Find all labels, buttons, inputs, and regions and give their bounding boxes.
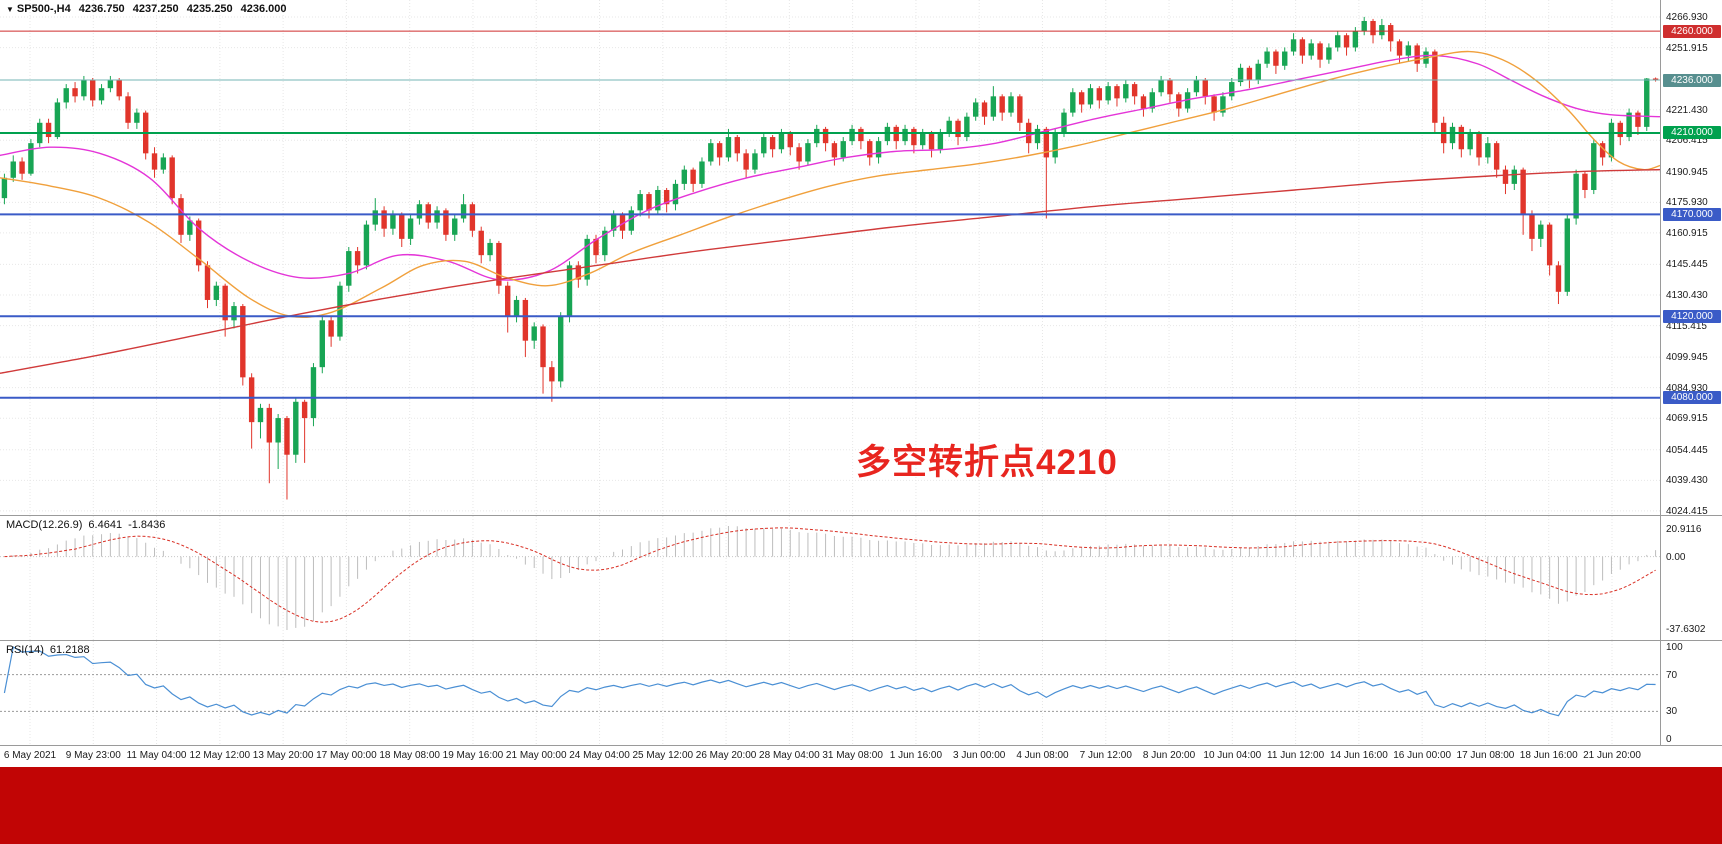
- time-axis-label: 13 May 20:00: [252, 750, 314, 761]
- rsi-header: RSI(14) 61.2188: [6, 644, 96, 656]
- time-axis-label: 31 May 08:00: [822, 750, 883, 761]
- macd-header: MACD(12.26.9) 6.4641 -1.8436: [6, 519, 171, 531]
- rsi-canvas[interactable]: [0, 641, 1660, 745]
- price-axis-label: 4039.430: [1666, 475, 1708, 487]
- ohlc-close: 4236.000: [240, 3, 287, 15]
- time-axis[interactable]: 6 May 2021 9 May 23:00 11 May 04:00 12 May …: [0, 745, 1722, 767]
- price-badge-4170.000: 4170.000: [1663, 207, 1721, 221]
- time-axis-label: 21 May 00:00: [505, 750, 567, 761]
- rsi-value: 61.2188: [49, 644, 90, 656]
- bottom-red-bar: [0, 767, 1722, 844]
- macd-axis-label: -37.6302: [1666, 624, 1706, 635]
- price-axis-label: 4069.915: [1666, 413, 1708, 425]
- price-axis-label: 4115.415: [1666, 320, 1707, 332]
- macd-axis[interactable]: 20.9116 0.00 -37.6302: [1660, 516, 1722, 640]
- macd-signal-value: -1.8436: [128, 519, 166, 531]
- price-axis-label: 4084.930: [1666, 382, 1708, 394]
- rsi-axis[interactable]: 100 70 30 0: [1660, 641, 1722, 745]
- time-axis-label: 7 Jun 12:00: [1079, 750, 1132, 761]
- macd-panel: 20.9116 0.00 -37.6302 MACD(12.26.9) 6.4641-…: [0, 515, 1722, 640]
- ohlc-open: 4236.750: [78, 3, 125, 15]
- time-axis-label: 12 May 12:00: [189, 750, 251, 761]
- time-axis-label: 19 May 16:00: [442, 750, 504, 761]
- macd-canvas[interactable]: [0, 516, 1660, 640]
- chart-menu-marker-icon: ▼: [6, 5, 14, 14]
- price-axis-label: 4266.930: [1666, 12, 1708, 24]
- time-axis-label: 17 Jun 08:00: [1456, 750, 1515, 761]
- grid-lines: [0, 516, 1660, 640]
- time-axis-label: 3 Jun 00:00: [953, 750, 1006, 761]
- main-price-chart: 4266.930 4251.915 4221.430 4206.415 4190.945…: [0, 0, 1722, 517]
- price-chart-canvas[interactable]: [0, 0, 1660, 515]
- rsi-axis-label: 100: [1666, 642, 1683, 653]
- rsi-axis-label: 70: [1666, 669, 1678, 681]
- price-axis-label: 4206.415: [1666, 135, 1708, 147]
- time-axis-label: 25 May 12:00: [632, 750, 694, 761]
- ma-slow-red: [0, 168, 1660, 374]
- rsi-panel: 100 70 30 0 RSI(14) 61.2188: [0, 640, 1722, 745]
- rsi-line: [3, 646, 1656, 717]
- grid-lines: [0, 0, 1660, 515]
- symbol-header: ▼ SP500-,H4 4236.750 4237.250 4235.250 42…: [6, 3, 292, 15]
- price-axis-label: 4024.415: [1666, 505, 1708, 517]
- price-badge-4260.000: 4260.000: [1663, 24, 1721, 38]
- ma-mid-orange: [0, 50, 1660, 318]
- time-axis-label: 8 Jun 20:00: [1142, 750, 1196, 761]
- macd-signal-line: [4, 527, 1656, 623]
- price-axis-label: 4175.930: [1666, 197, 1708, 209]
- time-axis-label: 11 May 04:00: [126, 750, 187, 761]
- time-axis-label: 18 May 08:00: [379, 750, 440, 761]
- time-axis-label: 11 Jun 12:00: [1267, 750, 1325, 761]
- time-axis-label: 17 May 00:00: [316, 750, 377, 761]
- ohlc-low: 4235.250: [186, 3, 233, 15]
- price-axis-label: 4221.430: [1666, 104, 1708, 116]
- time-axis-label: 4 Jun 08:00: [1016, 750, 1069, 761]
- chart-annotation-text: 多空转折点4210: [856, 443, 1118, 482]
- time-axis-label: 1 Jun 16:00: [889, 750, 943, 761]
- price-axis-label: 4160.915: [1666, 227, 1708, 239]
- price-badge-4120.000: 4120.000: [1663, 309, 1721, 323]
- candles-series: [1, 16, 1659, 500]
- time-axis-label: 28 May 04:00: [759, 750, 820, 761]
- price-axis-label: 4145.445: [1666, 259, 1708, 271]
- rsi-axis-label: 30: [1666, 706, 1678, 718]
- time-axis-label: 6 May 2021: [3, 750, 57, 761]
- price-axis[interactable]: 4266.930 4251.915 4221.430 4206.415 4190.945…: [1660, 0, 1722, 517]
- time-axis-label: 21 Jun 20:00: [1583, 750, 1641, 761]
- grid-lines: [29, 641, 1613, 745]
- price-axis-label: 4190.945: [1666, 166, 1708, 178]
- macd-axis-label: 20.9116: [1666, 524, 1702, 535]
- ohlc-high: 4237.250: [132, 3, 179, 15]
- time-axis-label: 18 Jun 16:00: [1519, 750, 1578, 761]
- price-badge-4236.000: 4236.000: [1663, 73, 1721, 87]
- rsi-axis-label: 0: [1666, 734, 1672, 745]
- time-axis-label: 16 Jun 00:00: [1393, 750, 1452, 761]
- macd-main-value: 6.4641: [88, 519, 123, 531]
- ma-fast-magenta: [0, 54, 1660, 281]
- price-badge-4210.000: 4210.000: [1663, 126, 1721, 140]
- time-axis-label: 10 Jun 04:00: [1203, 750, 1262, 761]
- price-axis-label: 4054.445: [1666, 444, 1708, 456]
- price-badge-4080.000: 4080.000: [1663, 391, 1721, 405]
- macd-histogram: [12, 526, 1657, 630]
- time-axis-label: 24 May 04:00: [569, 750, 630, 761]
- rsi-label: RSI(14): [6, 644, 44, 656]
- symbol-name: SP500-,H4: [16, 3, 71, 15]
- macd-label: MACD(12.26.9): [6, 519, 83, 531]
- price-axis-label: 4130.430: [1666, 290, 1708, 301]
- macd-axis-label: 0.00: [1666, 551, 1686, 563]
- time-axis-label: 26 May 20:00: [695, 750, 757, 761]
- price-axis-label: 4251.915: [1666, 42, 1708, 54]
- price-axis-label: 4099.945: [1666, 352, 1708, 364]
- time-axis-label: 9 May 23:00: [65, 750, 121, 761]
- time-axis-label: 14 Jun 16:00: [1329, 750, 1388, 761]
